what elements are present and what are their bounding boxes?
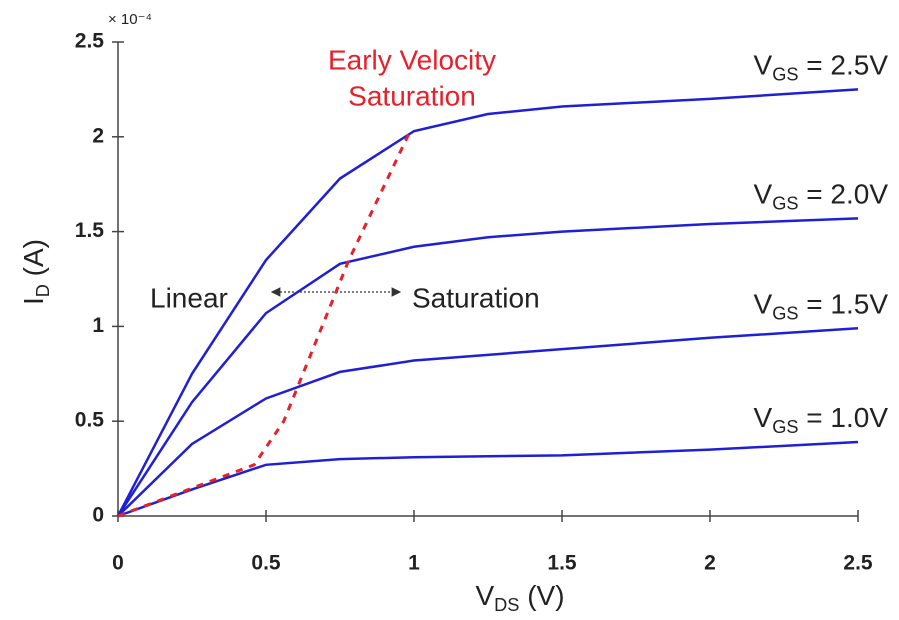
region-label: Linear — [150, 282, 228, 313]
series-line — [118, 218, 858, 516]
series-label: VGS = 1.0V — [754, 402, 889, 436]
x-tick-label: 1 — [408, 552, 420, 575]
x-tick-label: 0.5 — [251, 552, 281, 575]
y-axis-label: ID (A) — [18, 239, 52, 305]
x-axis-label: VDS (V) — [475, 580, 564, 614]
series-label: VGS = 2.5V — [754, 50, 889, 84]
series-label: VGS = 1.5V — [754, 289, 889, 323]
y-tick-label: 0.5 — [75, 409, 105, 432]
y-tick-label: 2 — [92, 124, 104, 147]
x-tick-label: 2.5 — [843, 552, 873, 575]
y-multiplier: × 10⁻⁴ — [108, 11, 152, 28]
y-tick-label: 0 — [92, 504, 104, 527]
series-label: VGS = 2.0V — [754, 179, 889, 213]
annotation: Saturation — [348, 80, 476, 111]
region-label: Saturation — [412, 282, 540, 313]
series-line — [118, 442, 858, 516]
y-tick-label: 1 — [92, 314, 104, 337]
chart: 00.511.522.500.511.522.5× 10⁻⁴VDS (V)ID … — [0, 0, 899, 620]
x-tick-label: 2 — [704, 552, 716, 575]
y-tick-label: 1.5 — [75, 219, 105, 242]
x-tick-label: 1.5 — [547, 552, 577, 575]
y-tick-label: 2.5 — [75, 30, 105, 53]
x-tick-label: 0 — [112, 552, 124, 575]
annotation: Early Velocity — [328, 44, 496, 75]
